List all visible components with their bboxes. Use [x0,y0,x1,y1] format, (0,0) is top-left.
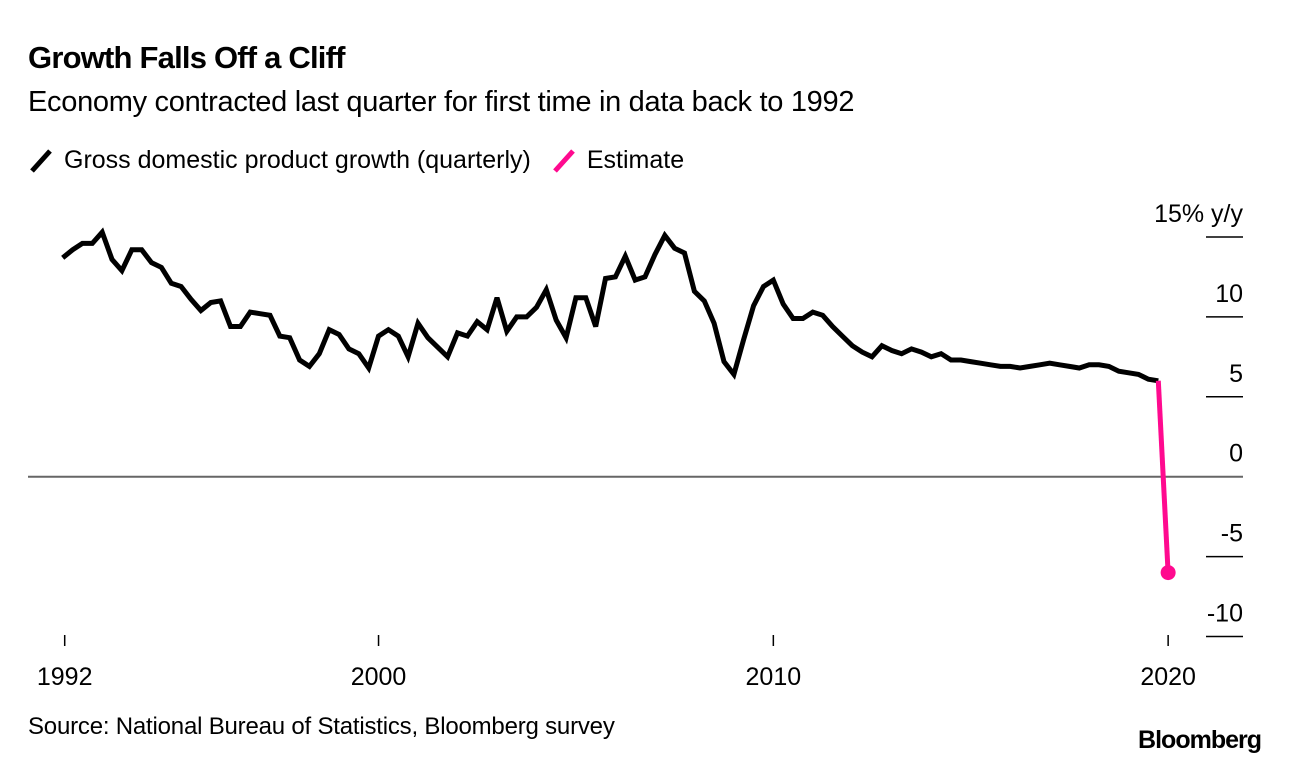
y-tick-label: 15% y/y [1154,200,1243,228]
y-tick-label: -10 [1207,600,1243,628]
legend-item-estimate: Estimate [551,146,684,175]
legend-swatch-gdp-icon [30,148,52,173]
x-tick-label: 2000 [351,663,407,691]
data-point-estimate [1160,565,1176,581]
y-tick-label: 0 [1229,440,1243,468]
y-tick-label: 5 [1229,360,1243,388]
legend-item-gdp: Gross domestic product growth (quarterly… [28,146,531,175]
x-tick-label: 2020 [1140,663,1196,691]
y-tick-label: -5 [1221,520,1243,548]
y-tick-label: 10 [1215,280,1243,308]
legend-label-gdp: Gross domestic product growth (quarterly… [64,146,531,174]
legend-swatch-estimate-icon [552,148,575,173]
legend: Gross domestic product growth (quarterly… [28,146,704,175]
chart-title: Growth Falls Off a Cliff [28,40,345,75]
bloomberg-logo: Bloomberg [1138,726,1262,754]
x-tick-label: 2010 [746,663,802,691]
legend-label-estimate: Estimate [586,146,685,174]
series-line-estimate [1155,380,1171,573]
chart-subtitle: Economy contracted last quarter for firs… [28,86,855,118]
source-note: Source: National Bureau of Statistics, B… [28,713,615,740]
series-line-gdp [61,227,1159,384]
x-tick-label: 1992 [37,663,93,691]
